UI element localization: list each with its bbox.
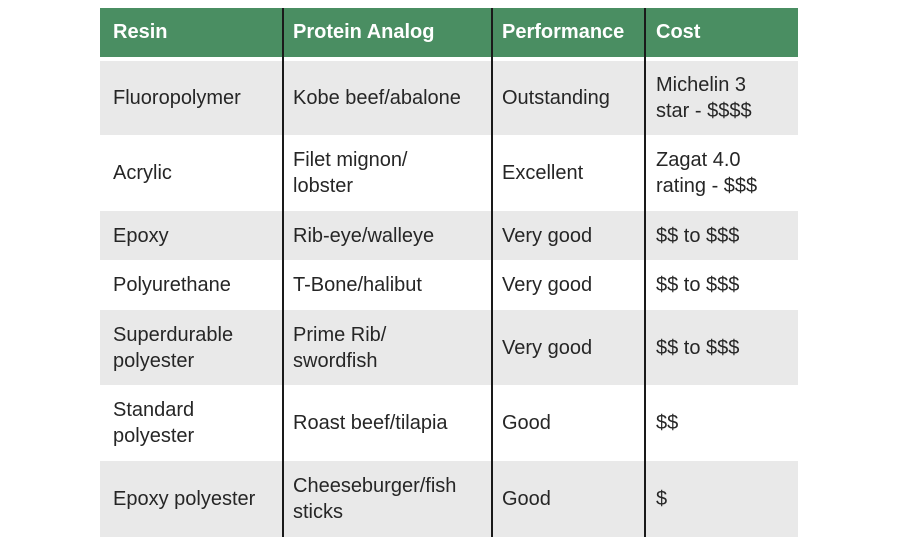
cell-performance: Very good [502, 274, 593, 296]
header-cell-performance: Performance [502, 21, 625, 43]
cell-cost: $$ to $$$ [656, 274, 740, 296]
cell-performance: Good [502, 412, 551, 434]
cell-resin: Polyurethane [113, 274, 231, 296]
cell-cost: $$ [656, 412, 679, 434]
cell-resin: Fluoropolymer [113, 87, 241, 109]
column-divider [491, 8, 493, 537]
table-row: Fluoropolymer Kobe beef/abalone Outstand… [100, 61, 798, 135]
cell-protein-analog: Roast beef/tilapia [293, 412, 448, 434]
header-cell-cost: Cost [656, 21, 701, 43]
cell-performance: Excellent [502, 162, 584, 184]
cell-cost: Zagat 4.0 rating - $$$ [656, 149, 758, 197]
cell-performance: Very good [502, 224, 593, 247]
cell-resin: Epoxy [113, 224, 169, 247]
cell-cost: $ [656, 488, 668, 510]
table-row: Polyurethane T-Bone/halibut Very good $$… [100, 260, 798, 310]
cell-performance: Good [502, 488, 551, 510]
table-header-row: Resin Protein Analog Performance Cost [100, 8, 798, 57]
cell-resin: Superdurable polyester [113, 323, 234, 372]
table-row: Acrylic Filet mignon/ lobster Excellent … [100, 135, 798, 211]
cell-cost: Michelin 3 star - $$$$ [656, 74, 752, 122]
column-divider [644, 8, 646, 537]
cell-resin: Acrylic [113, 162, 172, 184]
cell-performance: Outstanding [502, 87, 610, 109]
cell-resin: Standard polyester [113, 399, 195, 447]
table-row: Epoxy polyester Cheeseburger/fish sticks… [100, 461, 798, 537]
cell-protein-analog: Cheeseburger/fish sticks [293, 475, 457, 523]
header-separator [100, 57, 798, 61]
cell-protein-analog: Kobe beef/abalone [293, 87, 461, 109]
table-row: Epoxy Rib-eye/walleye Very good $$ to $$… [100, 211, 798, 260]
cell-protein-analog: Filet mignon/ lobster [293, 149, 408, 197]
table-row: Superdurable polyester Prime Rib/ swordf… [100, 310, 798, 385]
cell-protein-analog: T-Bone/halibut [293, 274, 422, 296]
cell-protein-analog: Rib-eye/walleye [293, 224, 435, 247]
column-divider [282, 8, 284, 537]
resin-comparison-table: Resin Protein Analog Performance Cost Fl… [100, 8, 798, 537]
header-cell-protein-analog: Protein Analog [293, 21, 435, 43]
header-cell-resin: Resin [113, 21, 168, 43]
cell-performance: Very good [502, 336, 593, 359]
table-row: Standard polyester Roast beef/tilapia Go… [100, 385, 798, 461]
cell-resin: Epoxy polyester [113, 488, 256, 510]
cell-cost: $$ to $$$ [656, 336, 740, 359]
cell-cost: $$ to $$$ [656, 224, 740, 247]
cell-protein-analog: Prime Rib/ swordfish [293, 323, 387, 372]
